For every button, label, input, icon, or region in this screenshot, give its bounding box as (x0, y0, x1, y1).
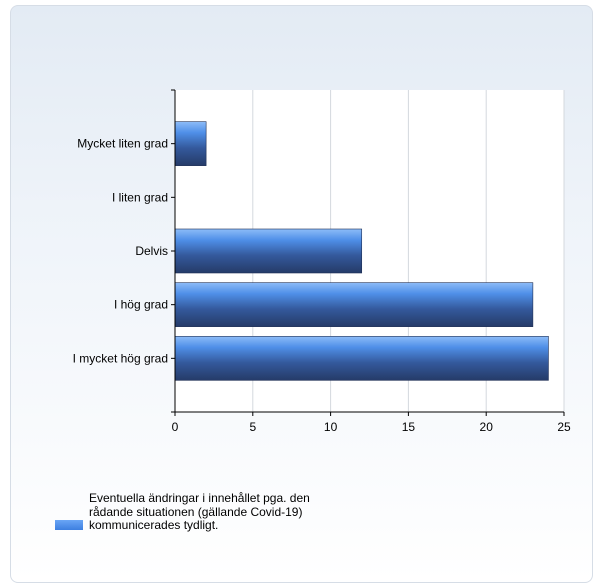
category-label: Delvis (135, 244, 168, 258)
bar (174, 282, 534, 327)
category-labels: Mycket liten grad I liten grad Delvis I hög… (73, 137, 168, 366)
axes (171, 89, 565, 416)
x-tick-label: 25 (557, 420, 571, 434)
x-tick-label: 15 (402, 420, 416, 434)
category-label: I hög grad (114, 298, 168, 312)
legend-swatch (55, 520, 83, 530)
bar (174, 228, 363, 274)
bar (174, 121, 207, 166)
category-label: Mycket liten grad (77, 137, 168, 151)
x-tick-label: 0 (172, 420, 179, 434)
bar-chart: Mycket liten grad I liten grad Delvis I hög… (73, 89, 571, 434)
category-label: I liten grad (112, 190, 168, 204)
bars (174, 121, 549, 381)
x-tick-label: 20 (480, 420, 494, 434)
x-tick-label: 5 (249, 420, 256, 434)
category-label: I mycket hög grad (73, 351, 168, 365)
legend-entry: Eventuella ändringar i innehållet pga. d… (89, 491, 310, 532)
bar (174, 336, 549, 381)
legend: Eventuella ändringar i innehållet pga. d… (55, 491, 355, 562)
tick-labels: 0 5 10 15 20 25 (172, 420, 571, 434)
x-tick-label: 10 (324, 420, 338, 434)
chart-panel: Mycket liten grad I liten grad Delvis I hög… (10, 5, 593, 583)
